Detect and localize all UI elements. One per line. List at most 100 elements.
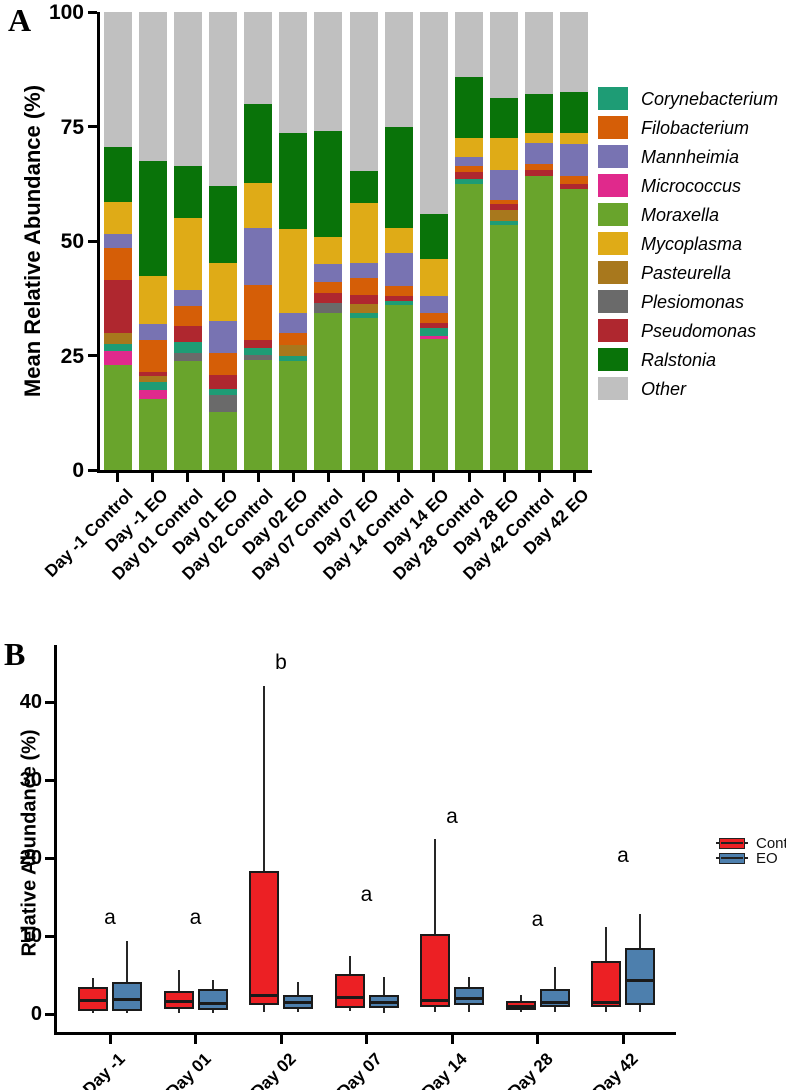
bar-segment-pseudomonas [384,296,413,302]
bar-segment-plesiomonas [173,353,202,362]
bar-segment-pseudomonas [349,294,378,305]
boxplot-median-control [591,1000,621,1004]
panel-a-y-tick-label: 0 [72,459,84,482]
legend-item: Moraxella [598,200,778,229]
bar-segment-ralstonia [525,93,554,134]
legend-item-label: Pseudomonas [641,320,757,341]
panel-b-y-tick-label: 30 [19,769,42,791]
panel-b-y-tick-label: 20 [19,847,42,869]
legend-item: EO [716,851,786,866]
bar-segment-filobacterium [560,175,589,185]
bar-segment-filobacterium [419,312,448,324]
panel-a-bar [173,12,202,470]
bar-segment-pasteurella [490,209,519,221]
bar-segment-mannheimia [279,312,308,334]
panel-a-x-tick [502,473,506,482]
panel-b-y-tick [45,700,54,704]
significance-letter: a [531,908,544,932]
bar-segment-mycoplasma [209,263,237,322]
bar-segment-corynebacterium [209,388,237,395]
bar-segment-mannheimia [244,227,273,285]
legend-item: Other [598,374,778,403]
panel-b-y-tick [45,778,54,782]
bar-segment-other [560,12,589,93]
bar-segment-other [244,12,273,104]
bar-segment-filobacterium [490,200,519,204]
bar-segment-mannheimia [384,252,413,287]
pasteurella-swatch [598,261,628,284]
bar-segment-mannheimia [138,324,167,340]
legend-item-label: EO [756,850,778,867]
boxplot-whisker-control [263,686,265,1013]
panel-b-x-tick [279,1035,283,1044]
bar-segment-mycoplasma [173,217,202,290]
bar-segment-moraxella [314,313,343,470]
panel-b-y-tick-label: 0 [30,1003,42,1025]
boxplot-box-eo [625,948,655,1006]
bar-segment-mycoplasma [138,276,167,325]
panel-a-y-axis [97,12,100,473]
panel-a-y-tick-label: 100 [48,1,84,24]
bar-segment-pseudomonas [560,184,589,190]
bar-segment-mycoplasma [103,202,132,235]
panel-a-bar [560,12,589,470]
bar-segment-pasteurella [279,344,308,357]
boxplot-box-control [334,974,365,1008]
boxplot-whisker-eo [126,941,128,1014]
panel-a-bar [209,12,237,470]
panel-a-y-tick [88,125,97,128]
bar-segment-moraxella [209,411,237,470]
legend-item: Control [716,836,786,851]
bar-segment-pseudomonas [138,371,167,377]
bar-segment-ralstonia [455,77,483,139]
bar-segment-pasteurella [349,304,378,313]
legend-item: Pasteurella [598,258,778,287]
panel-b-x-tick [365,1035,368,1044]
bar-segment-filobacterium [209,353,237,375]
bar-segment-mannheimia [490,170,519,201]
panel-a-y-tick [88,468,97,472]
bar-segment-micrococcus [419,336,448,340]
bar-segment-mycoplasma [279,229,308,313]
bar-segment-ralstonia [419,214,448,259]
panel-a-y-tick-label: 50 [60,230,84,253]
bar-segment-mannheimia [560,143,589,176]
bar-segment-ralstonia [314,131,343,237]
legend-item-label: Mycoplasma [641,233,743,254]
ralstonia-swatch [598,348,628,371]
panel-a-x-tick [326,473,330,482]
significance-letter: a [446,805,458,829]
bar-segment-mycoplasma [490,138,519,171]
bar-segment-corynebacterium [349,312,378,318]
panel-b-x-tick [450,1035,454,1044]
legend-item: Micrococcus [598,171,778,200]
bar-segment-mycoplasma [384,227,413,253]
legend-item: Plesiomonas [598,287,778,316]
bar-segment-other [138,12,167,161]
panel-a-bar [384,12,413,470]
mycoplasma-swatch [598,232,628,255]
boxplot-median-eo [539,1000,570,1004]
legend-item-label: Ralstonia [641,349,717,370]
legend-item-label: Micrococcus [641,175,742,196]
significance-letter: a [104,906,116,930]
bar-segment-pseudomonas [455,172,483,179]
bar-segment-mycoplasma [244,182,273,228]
boxplot-median-control [420,999,450,1003]
control-boxplot-swatch [716,838,748,849]
legend-item: Ralstonia [598,345,778,374]
bar-segment-other [103,12,132,148]
panel-a-x-tick [537,473,541,482]
significance-letter: b [275,651,287,674]
panel-a-x-tick [151,473,155,482]
legend-item-label: Corynebacterium [641,88,779,109]
panel-a-legend: Corynebacterium Filobacterium Mannheimia Mi… [598,84,778,403]
bar-segment-plesiomonas [314,303,343,314]
boxplot-box-control [249,871,279,1005]
panel-b-y-tick-label: 10 [19,925,42,947]
bar-segment-mycoplasma [349,202,378,264]
boxplot-median-control [334,996,365,1000]
boxplot-median-eo [454,996,484,1000]
bar-segment-plesiomonas [209,394,237,412]
boxplot-median-control [78,999,108,1003]
